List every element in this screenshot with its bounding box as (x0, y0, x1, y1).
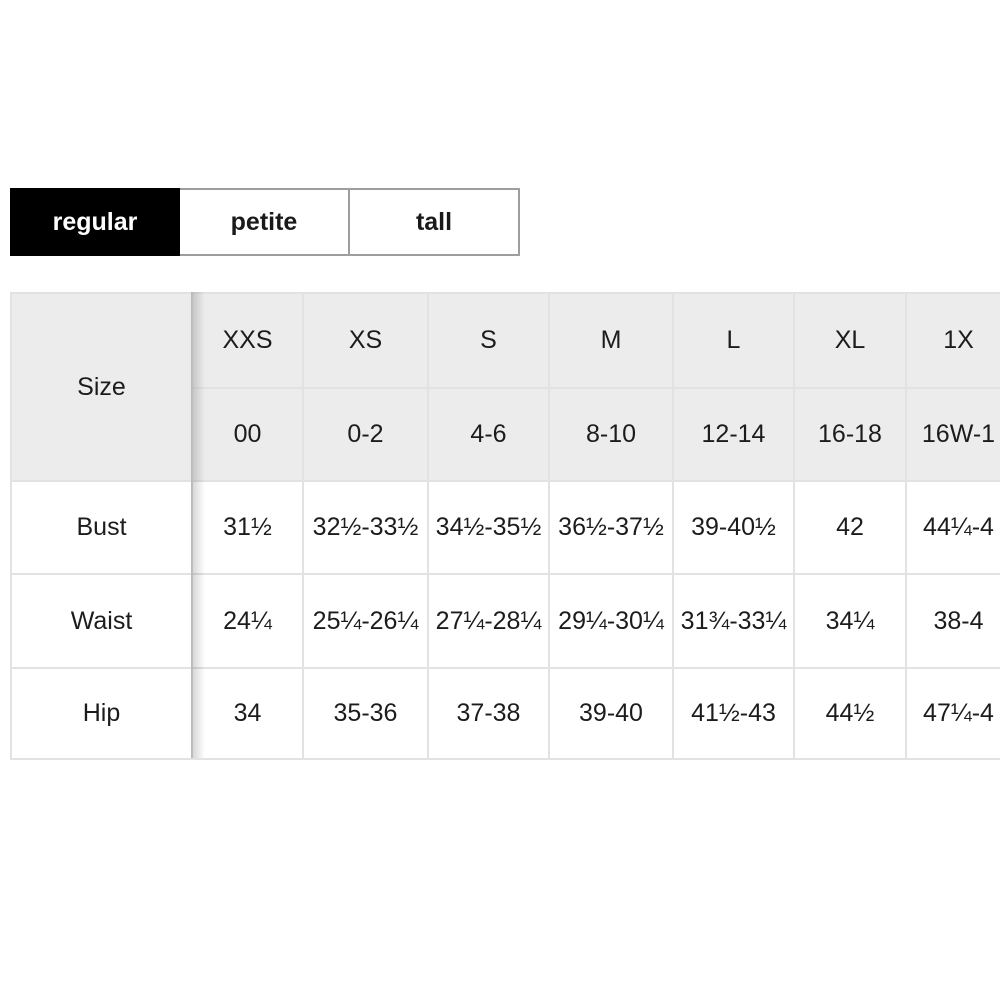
measurement-cell: 31¾-33¼ (672, 573, 795, 669)
row-label-hip: Hip (10, 667, 193, 760)
size-label-cell: S (427, 292, 550, 389)
row-label-bust: Bust (10, 480, 193, 575)
measurement-cell: 35-36 (302, 667, 429, 760)
size-chart-table: Size XXS XS S M L XL 1X 00 0-2 4-6 8-10 … (10, 292, 1000, 760)
tab-petite[interactable]: petite (178, 188, 350, 256)
tab-tall[interactable]: tall (348, 188, 520, 256)
measurement-cell: 37-38 (427, 667, 550, 760)
size-label-cell: 1X (905, 292, 1000, 389)
measurement-cell: 44¼-4 (905, 480, 1000, 575)
size-label-cell: XXS (191, 292, 304, 389)
numeric-size-cell: 12-14 (672, 387, 795, 482)
measurement-cell: 24¼ (191, 573, 304, 669)
size-table-scroll-area[interactable]: Size XXS XS S M L XL 1X 00 0-2 4-6 8-10 … (10, 292, 1000, 760)
measurement-cell: 42 (793, 480, 907, 575)
measurement-cell: 44½ (793, 667, 907, 760)
numeric-size-cell: 00 (191, 387, 304, 482)
measurement-cell: 25¼-26¼ (302, 573, 429, 669)
numeric-size-cell: 16W-1 (905, 387, 1000, 482)
measurement-cell: 31½ (191, 480, 304, 575)
measurement-cell: 41½-43 (672, 667, 795, 760)
measurement-cell: 27¼-28¼ (427, 573, 550, 669)
size-corner-label: Size (10, 292, 193, 482)
measurement-cell: 34½-35½ (427, 480, 550, 575)
numeric-size-cell: 4-6 (427, 387, 550, 482)
table-row-bust: Bust 31½ 32½-33½ 34½-35½ 36½-37½ 39-40½ … (10, 480, 1000, 575)
numeric-size-cell: 8-10 (548, 387, 674, 482)
measurement-cell: 47¼-4 (905, 667, 1000, 760)
size-label-cell: XL (793, 292, 907, 389)
measurement-cell: 34 (191, 667, 304, 760)
size-label-cell: M (548, 292, 674, 389)
size-label-cell: XS (302, 292, 429, 389)
size-label-cell: L (672, 292, 795, 389)
measurement-cell: 34¼ (793, 573, 907, 669)
measurement-cell: 38-4 (905, 573, 1000, 669)
numeric-size-cell: 0-2 (302, 387, 429, 482)
measurement-cell: 39-40½ (672, 480, 795, 575)
numeric-size-cell: 16-18 (793, 387, 907, 482)
measurement-cell: 36½-37½ (548, 480, 674, 575)
table-row-hip: Hip 34 35-36 37-38 39-40 41½-43 44½ 47¼-… (10, 667, 1000, 760)
table-row-waist: Waist 24¼ 25¼-26¼ 27¼-28¼ 29¼-30¼ 31¾-33… (10, 573, 1000, 669)
fit-variant-tabs: regular petite tall (10, 188, 520, 256)
measurement-cell: 39-40 (548, 667, 674, 760)
measurement-cell: 29¼-30¼ (548, 573, 674, 669)
tab-regular[interactable]: regular (10, 188, 180, 256)
measurement-cell: 32½-33½ (302, 480, 429, 575)
row-label-waist: Waist (10, 573, 193, 669)
